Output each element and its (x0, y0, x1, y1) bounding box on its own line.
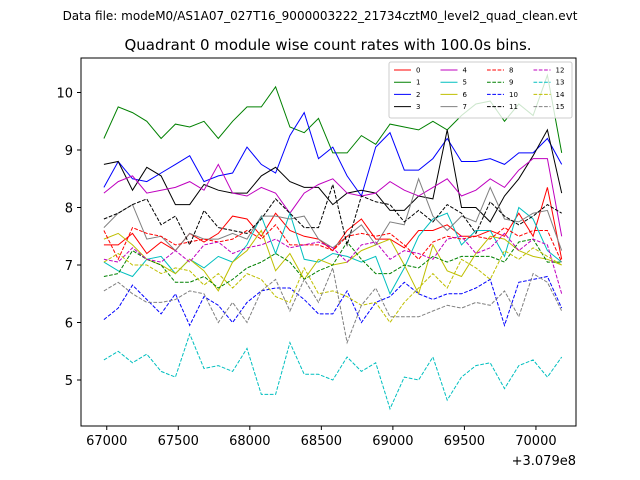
legend-label-12: 12 (556, 67, 565, 75)
legend-label-14: 14 (556, 91, 565, 99)
x-tick-label: 69000 (372, 434, 413, 449)
series-line-12 (103, 232, 563, 294)
legend-label-8: 8 (509, 67, 513, 75)
series-line-2 (103, 111, 563, 198)
series-group (103, 73, 563, 411)
axes-frame (80, 57, 577, 427)
series-line-15 (103, 266, 563, 345)
series-line-7 (103, 177, 563, 252)
legend-label-6: 6 (463, 91, 468, 99)
series-line-4 (103, 158, 563, 237)
series-line-13 (103, 332, 563, 411)
legend-label-9: 9 (509, 79, 513, 87)
series-line-8 (103, 224, 563, 263)
series-line-9 (103, 238, 562, 289)
legend-label-1: 1 (416, 79, 420, 87)
series-line-3 (103, 128, 563, 223)
series-line-6 (103, 229, 562, 296)
legend-label-4: 4 (463, 67, 468, 75)
y-tick-label: 8 (65, 202, 73, 217)
x-offset-label: +3.079e8 (512, 454, 576, 469)
x-tick-label: 70000 (515, 434, 556, 449)
legend-label-10: 10 (509, 91, 518, 99)
legend-label-0: 0 (416, 67, 420, 75)
legend-label-7: 7 (463, 103, 467, 111)
series-line-10 (103, 275, 563, 328)
legend-label-11: 11 (509, 103, 518, 111)
legend-label-13: 13 (556, 79, 565, 87)
y-tick-label: 9 (65, 144, 73, 159)
chart-title: Quadrant 0 module wise count rates with … (124, 36, 531, 54)
series-line-14 (103, 247, 562, 324)
legend-label-3: 3 (416, 103, 420, 111)
series-line-11 (103, 182, 562, 247)
legend-label-15: 15 (556, 103, 565, 111)
y-tick-label: 6 (65, 317, 73, 332)
x-tick-label: 69500 (444, 434, 485, 449)
x-tick-label: 67500 (158, 434, 199, 449)
x-tick-label: 67000 (86, 434, 127, 449)
y-tick-label: 7 (65, 259, 73, 274)
y-tick-label: 10 (56, 87, 73, 102)
legend-label-5: 5 (463, 79, 467, 87)
y-tick-label: 5 (65, 374, 73, 389)
x-tick-label: 68500 (301, 434, 342, 449)
legend-label-2: 2 (416, 91, 420, 99)
plot-area: 67000 67500 68000 68500 69000 69500 70000 5 6 7 8 9… (56, 57, 577, 449)
x-tick-label: 68000 (229, 434, 270, 449)
chart-suptitle: Data file: modeM0/AS1A07_027T16_90000032… (63, 9, 578, 23)
